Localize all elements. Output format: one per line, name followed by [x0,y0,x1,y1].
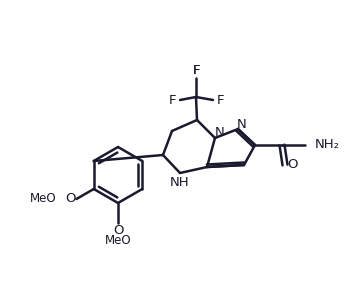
Text: N: N [237,117,247,130]
Text: O: O [113,224,123,236]
Text: F: F [216,93,224,106]
Text: F: F [169,93,177,106]
Text: O: O [288,159,298,171]
Text: NH₂: NH₂ [315,139,340,151]
Text: NH: NH [170,176,190,188]
Text: MeO: MeO [105,234,131,246]
Text: F: F [192,64,200,78]
Text: F: F [192,64,200,78]
Text: MeO: MeO [30,193,57,205]
Text: N: N [215,127,225,139]
Text: O: O [65,193,76,205]
